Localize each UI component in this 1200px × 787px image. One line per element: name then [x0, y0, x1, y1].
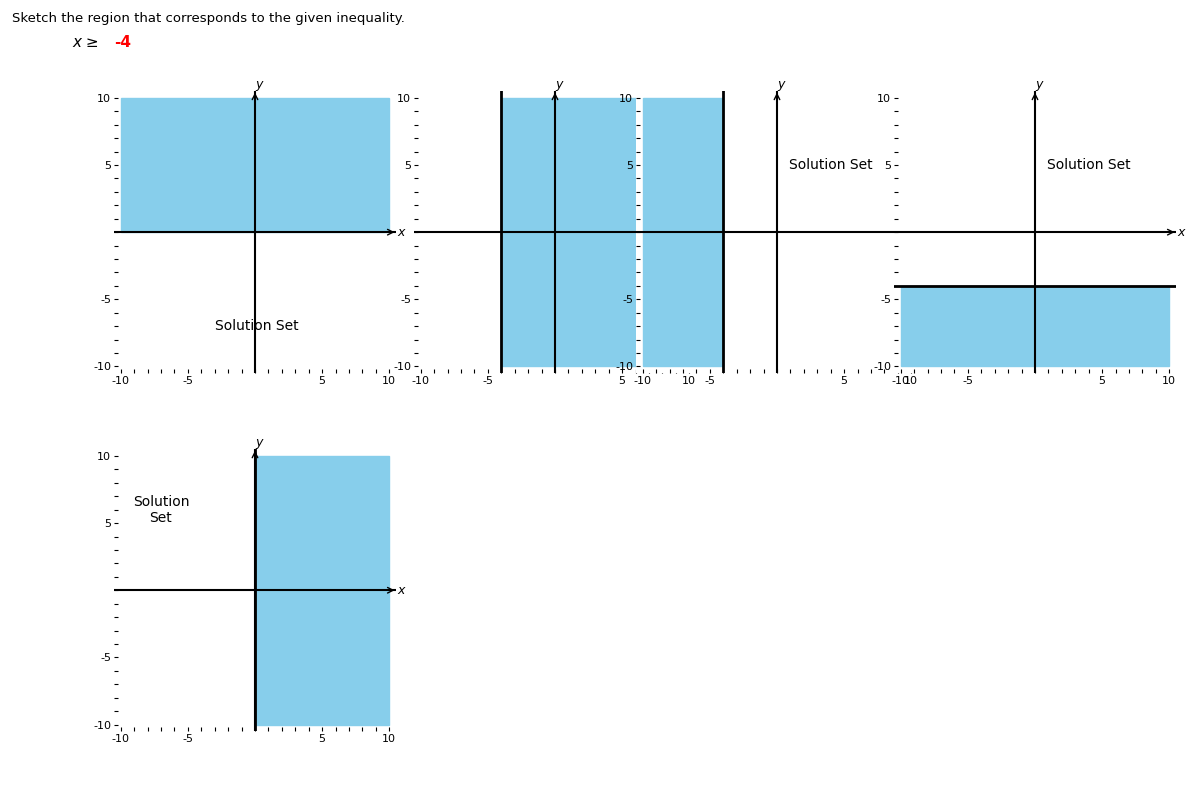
Text: x: x	[919, 226, 926, 238]
Text: y: y	[1036, 78, 1043, 91]
Text: x: x	[697, 226, 704, 238]
Text: Solution Set: Solution Set	[215, 320, 299, 333]
Text: y: y	[256, 78, 263, 91]
Bar	[121, 98, 389, 232]
Text: x: x	[1177, 226, 1184, 238]
Bar	[901, 286, 1169, 367]
Text: y: y	[256, 436, 263, 449]
Bar	[643, 98, 724, 367]
Text: Solution
Set: Solution Set	[133, 494, 190, 525]
Text: x: x	[397, 584, 404, 597]
Text: Solution Set: Solution Set	[1046, 158, 1130, 172]
Text: y: y	[556, 78, 563, 91]
Text: x: x	[397, 226, 404, 238]
Text: x ≥: x ≥	[72, 35, 103, 50]
Bar	[502, 98, 689, 367]
Bar	[254, 456, 389, 725]
Text: y: y	[778, 78, 785, 91]
Text: Solution Set: Solution Set	[788, 158, 872, 172]
Text: Sketch the region that corresponds to the given inequality.: Sketch the region that corresponds to th…	[12, 12, 404, 25]
Text: -4: -4	[114, 35, 131, 50]
